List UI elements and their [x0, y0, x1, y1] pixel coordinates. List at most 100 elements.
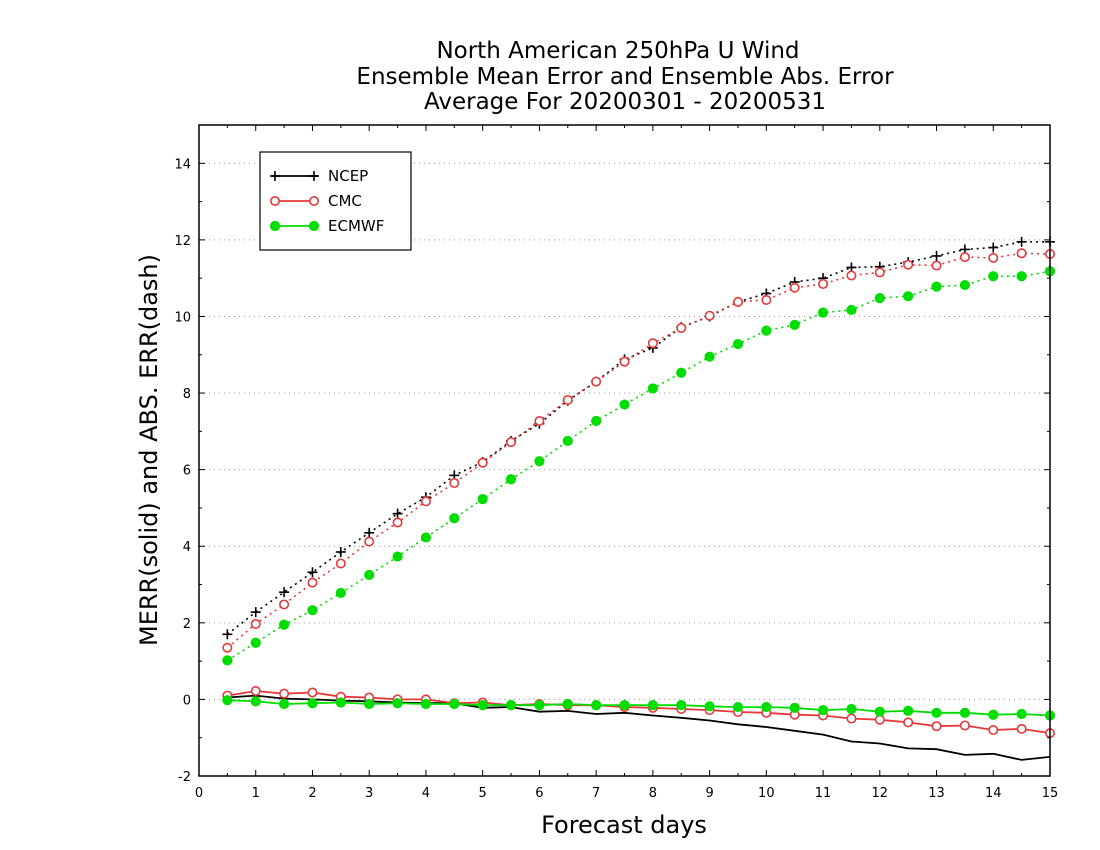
cmc-abs-err-point — [704, 310, 715, 321]
ecmwf-abs-err-point — [789, 319, 800, 330]
cmc-abs-err-point — [364, 536, 375, 547]
ecmwf-abs-err-point — [505, 474, 517, 485]
chart-title: North American 250hPa U Wind Ensemble Me… — [356, 38, 894, 115]
ecmwf-mean-err-point — [307, 698, 318, 709]
ecmwf-abs-err-point — [959, 279, 971, 291]
x-tick-label: 5 — [479, 786, 487, 801]
x-tick-label: 11 — [815, 786, 832, 801]
ecmwf-mean-err-point — [250, 696, 261, 707]
cmc-abs-err-point — [449, 478, 460, 489]
cmc-abs-err-point — [789, 282, 800, 293]
legend-item-ecmwf: ECMWF — [269, 217, 384, 235]
ecmwf-abs-err-point — [250, 637, 261, 648]
ecmwf-mean-err-point — [846, 703, 857, 715]
ecmwf-mean-err-point — [931, 707, 942, 718]
ncep-abs-err-point — [364, 527, 375, 538]
ecmwf-abs-err-point — [647, 383, 658, 394]
ecmwf-mean-err-point — [562, 698, 573, 710]
x-tick-label: 0 — [195, 786, 203, 801]
cmc-abs-err-point — [279, 599, 290, 610]
cmc-abs-err-point — [477, 457, 488, 468]
ecmwf-mean-err-point — [761, 701, 772, 713]
cmc-abs-err-point — [647, 338, 658, 349]
ecmwf-mean-err-point — [988, 709, 999, 720]
ncep-abs-err-point — [931, 250, 942, 261]
cmc-mean-err-point — [250, 685, 261, 696]
ecmwf-mean-err-point — [647, 700, 658, 711]
series-layer — [222, 236, 1056, 761]
legend-marker-cmc — [269, 196, 280, 207]
gridlines — [199, 162, 1050, 700]
cmc-abs-err-point — [676, 322, 687, 333]
cmc-abs-err-point — [392, 517, 403, 528]
ecmwf-mean-err-point — [279, 698, 290, 710]
y-tick-label: 0 — [183, 693, 191, 708]
ecmwf-abs-err-point — [704, 351, 715, 362]
x-tick-label: 15 — [1042, 786, 1059, 801]
ecmwf-abs-err-point — [420, 532, 432, 543]
ecmwf-abs-err-point — [846, 304, 857, 316]
cmc-abs-err-point — [307, 577, 318, 588]
y-tick-label: 12 — [174, 234, 191, 249]
ecmwf-abs-err-point — [307, 605, 318, 616]
chart-title-line-1: North American 250hPa U Wind — [436, 38, 799, 64]
y-tick-label: 14 — [174, 157, 191, 172]
y-tick-label: 10 — [174, 310, 191, 325]
ecmwf-abs-err-point — [903, 291, 914, 302]
y-tick-label: 2 — [183, 617, 191, 632]
x-tick-label: 2 — [308, 786, 316, 801]
cmc-abs-err-point — [534, 416, 545, 427]
chart-title-line-3: Average For 20200301 - 20200531 — [424, 89, 826, 115]
ecmwf-abs-err-point — [761, 325, 772, 336]
ecmwf-mean-err-point — [534, 700, 545, 711]
legend-marker-ncep — [270, 171, 280, 181]
cmc-mean-err-point — [307, 687, 318, 698]
cmc-mean-err-point — [903, 717, 914, 728]
ecmwf-mean-err-point — [1016, 708, 1027, 720]
cmc-mean-err-point — [279, 688, 290, 699]
ecmwf-abs-err-point — [931, 281, 942, 292]
ecmwf-mean-err-point — [817, 705, 829, 716]
series-ecmwf — [222, 266, 1056, 721]
x-tick-label: 13 — [928, 786, 945, 801]
cmc-mean-err-point — [988, 725, 999, 736]
legend-label-ncep: NCEP — [328, 167, 368, 185]
x-tick-label: 8 — [649, 786, 657, 801]
ecmwf-abs-err-point — [591, 415, 602, 427]
x-tick-label: 10 — [758, 786, 775, 801]
ecmwf-mean-err-point — [392, 698, 403, 709]
ecmwf-mean-err-point — [619, 700, 630, 711]
ecmwf-mean-err-point — [222, 695, 233, 706]
legend-label-cmc: CMC — [328, 192, 362, 210]
cmc-abs-err-line — [226, 252, 1051, 649]
x-tick-label: 14 — [985, 786, 1002, 801]
cmc-mean-err-point — [959, 720, 970, 731]
y-axis-title: MERR(solid) and ABS. ERR(dash) — [135, 254, 163, 646]
cmc-abs-err-point — [959, 252, 970, 263]
cmc-abs-err-point — [732, 296, 743, 307]
ecmwf-mean-err-point — [505, 700, 517, 711]
plot-frame — [198, 124, 1051, 777]
legend-marker-cmc — [308, 196, 319, 207]
ecmwf-abs-err-point — [817, 307, 829, 318]
ecmwf-mean-err-point — [676, 700, 687, 711]
ecmwf-mean-err-point — [591, 700, 602, 711]
cmc-abs-err-point — [222, 642, 233, 653]
cmc-abs-err-point — [761, 295, 772, 306]
ecmwf-abs-err-point — [222, 655, 233, 666]
ecmwf-abs-err-point — [619, 399, 630, 410]
ecmwf-abs-err-point — [676, 367, 687, 378]
cmc-abs-err-point — [506, 437, 517, 448]
ncep-abs-err-point — [335, 546, 346, 557]
y-tick-label: 8 — [183, 387, 191, 402]
legend-marker-ncep — [309, 171, 319, 181]
x-tick-label: 6 — [535, 786, 543, 801]
x-axis-title: Forecast days — [541, 811, 707, 839]
ecmwf-mean-err-point — [959, 707, 971, 718]
cmc-abs-err-point — [931, 260, 942, 271]
ecmwf-abs-err-point — [874, 292, 885, 304]
cmc-mean-err-point — [846, 713, 857, 724]
ecmwf-mean-err-point — [449, 698, 460, 710]
series-cmc — [222, 248, 1056, 739]
cmc-mean-err-point — [874, 714, 885, 725]
